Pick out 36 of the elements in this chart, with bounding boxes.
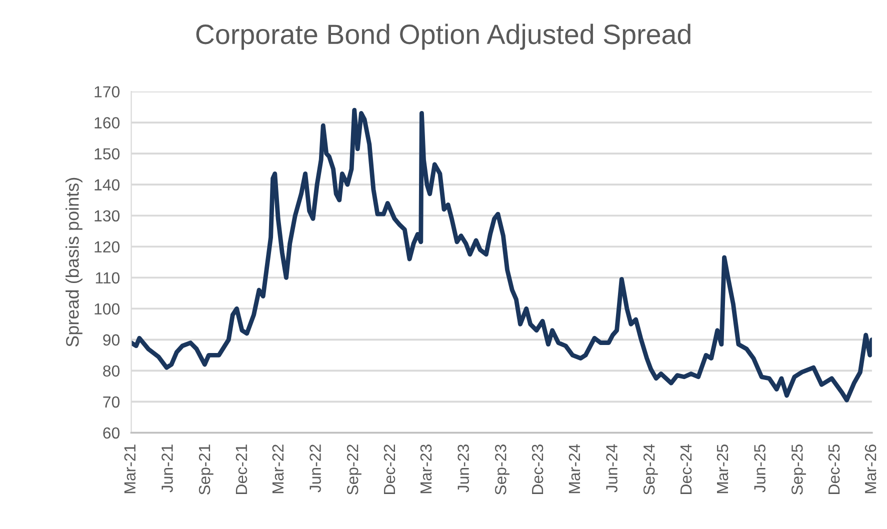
x-tick-label: Mar-21 [124, 444, 136, 494]
y-tick-label: 170 [94, 86, 120, 98]
x-tick-label: Dec-22 [384, 444, 396, 494]
x-tick-label: Mar-26 [864, 444, 876, 494]
y-tick-label: 100 [94, 303, 120, 315]
x-tick-label: Jun-24 [606, 444, 618, 492]
y-tick-label: 120 [94, 241, 120, 253]
x-tick-label: Sep-22 [346, 444, 362, 495]
x-tick-label: Jun-23 [458, 444, 469, 492]
x-tick-label: Sep-24 [643, 444, 658, 495]
chart-title: Corporate Bond Option Adjusted Spread [196, 24, 690, 50]
y-tick-label: 130 [94, 210, 120, 222]
x-tick-label: Mar-25 [716, 444, 728, 494]
x-tick-label: Sep-23 [494, 444, 510, 495]
x-tick-label: Jun-25 [754, 444, 766, 492]
line-series [131, 108, 872, 402]
x-tick-label: Mar-24 [568, 444, 580, 494]
x-tick-label: Jun-21 [162, 444, 173, 492]
x-tick-label: Dec-21 [236, 444, 248, 494]
y-tick-label: 60 [103, 427, 120, 439]
x-tick-label: Dec-23 [532, 444, 544, 494]
y-tick-label: 160 [94, 117, 120, 128]
y-tick-label: 90 [103, 334, 120, 346]
x-tick-label: Mar-22 [272, 444, 284, 494]
y-tick-label: 80 [103, 365, 120, 377]
y-tick-label: 70 [103, 396, 120, 408]
y-tick-label: 150 [94, 148, 120, 160]
x-tick-label: Sep-21 [198, 444, 214, 495]
y-tick-label: 110 [96, 272, 120, 284]
x-tick-label: Jun-22 [310, 444, 321, 492]
x-tick-label: Sep-25 [791, 444, 806, 495]
x-tick-label: Mar-23 [420, 444, 432, 494]
x-tick-label: Dec-25 [828, 444, 840, 494]
y-axis-title: Spread (basis points) [66, 178, 82, 347]
x-tick-label: Dec-24 [680, 444, 692, 494]
y-tick-label: 140 [94, 179, 120, 191]
